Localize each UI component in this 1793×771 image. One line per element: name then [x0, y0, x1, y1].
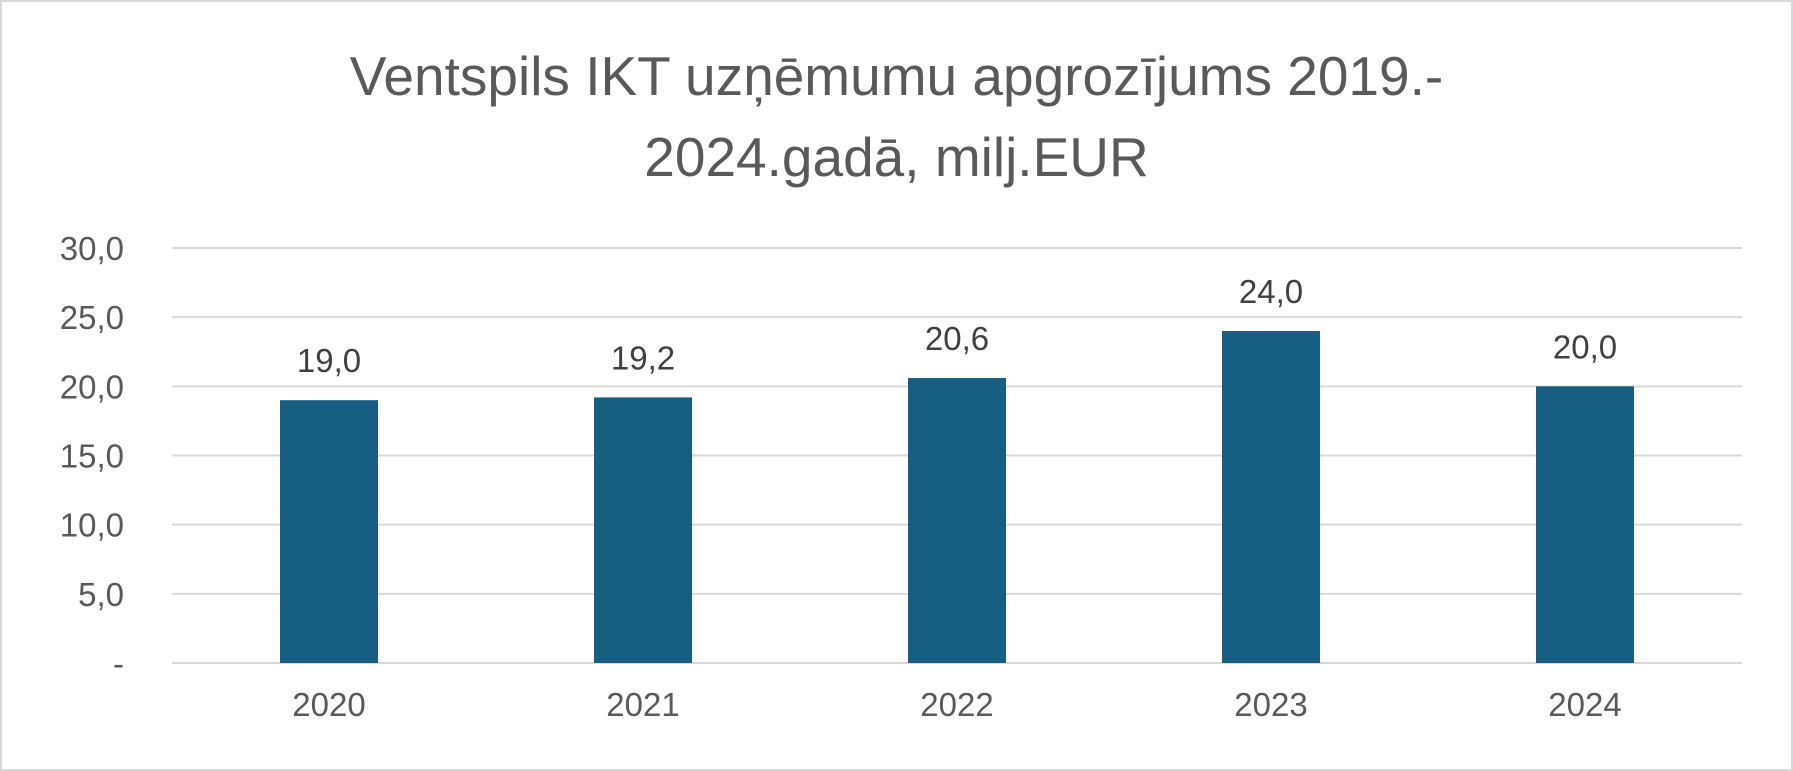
bar [1222, 331, 1320, 663]
y-tick-label: 20,0 [60, 368, 124, 405]
y-tick-label: 10,0 [60, 507, 124, 544]
x-tick-label: 2021 [606, 686, 679, 723]
data-label: 19,2 [611, 339, 675, 376]
bar [1536, 386, 1634, 663]
x-tick-label: 2024 [1548, 686, 1621, 723]
bar [280, 400, 378, 663]
data-label: 24,0 [1239, 273, 1303, 310]
data-label: 20,0 [1553, 328, 1617, 365]
y-tick-label: - [113, 645, 124, 682]
data-label: 19,0 [297, 342, 361, 379]
x-tick-label: 2023 [1234, 686, 1307, 723]
chart-title: Ventspils IKT uzņēmumu apgrozījums 2019.… [0, 36, 1793, 198]
y-tick-label: 5,0 [78, 576, 124, 613]
y-tick-label: 25,0 [60, 299, 124, 336]
bar [594, 397, 692, 663]
x-tick-label: 2022 [920, 686, 993, 723]
bar [908, 378, 1006, 663]
chart-title-line-2: 2024.gadā, milj.EUR [644, 126, 1149, 188]
chart-title-line-1: Ventspils IKT uzņēmumu apgrozījums 2019.… [349, 45, 1444, 107]
y-tick-label: 15,0 [60, 438, 124, 475]
x-tick-label: 2020 [292, 686, 365, 723]
y-tick-label: 30,0 [60, 230, 124, 267]
data-label: 20,6 [925, 320, 989, 357]
